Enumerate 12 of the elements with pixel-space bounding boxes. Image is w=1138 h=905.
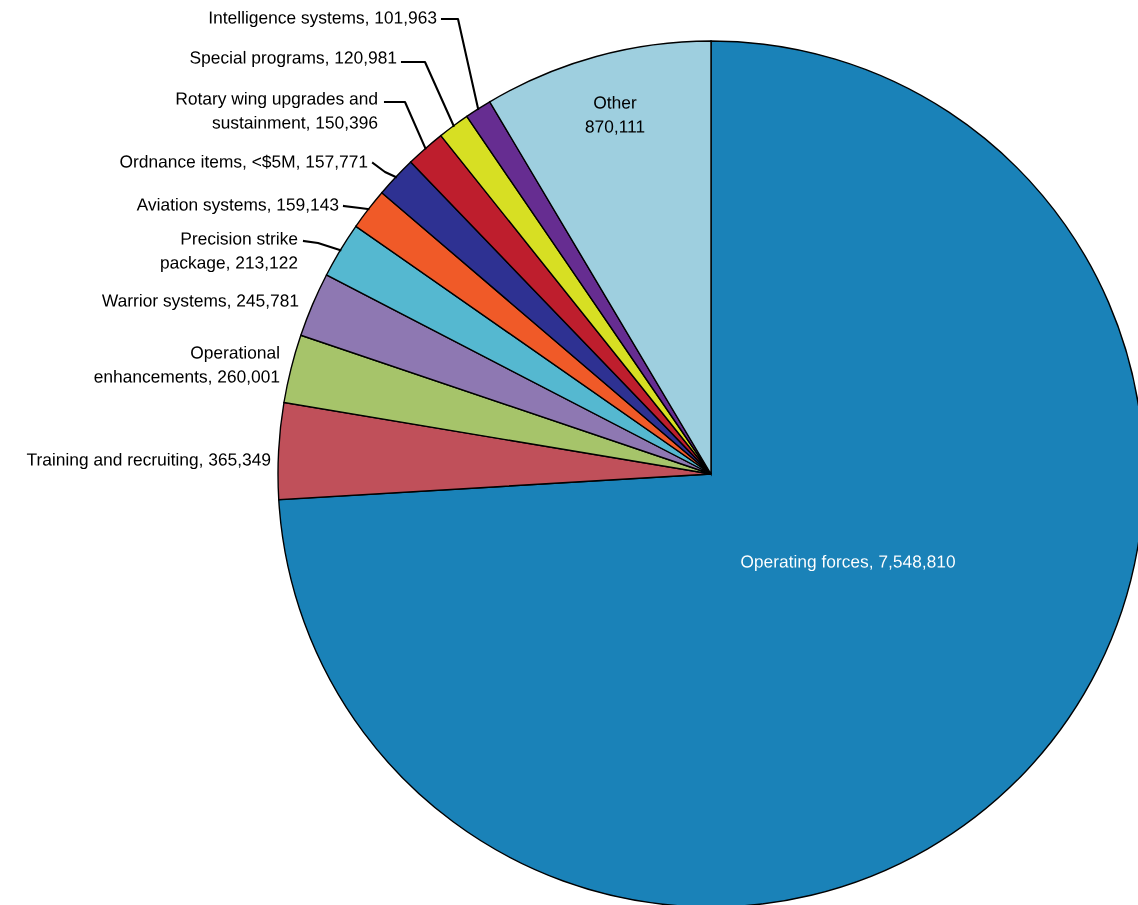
slice-label: Special programs, 120,981 <box>190 50 397 68</box>
slice-label: Rotary wing upgrades and sustainment, 150,396 <box>176 91 378 131</box>
slice-label: Operating forces, 7,548,810 <box>741 554 955 572</box>
slice-label: Training and recruiting, 365,349 <box>26 452 271 470</box>
slice-label: Operational enhancements, 260,001 <box>94 345 280 385</box>
data-label: 870,111 <box>585 120 645 135</box>
slice-label: Other <box>594 95 637 109</box>
slice-label: Intelligence systems, 101,963 <box>209 10 437 28</box>
slice-label: Warrior systems, 245,781 <box>101 293 299 311</box>
slice-label: Precision strike package, 213,122 <box>161 231 298 273</box>
slice-label: Ordnance items, <$5M, 157,771 <box>120 154 368 170</box>
slice-label: Aviation systems, 159,143 <box>136 197 339 215</box>
